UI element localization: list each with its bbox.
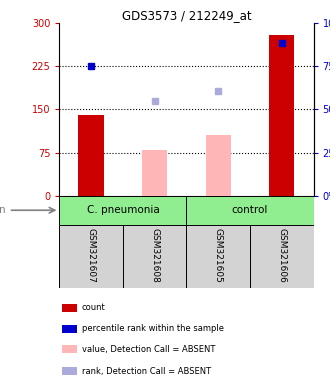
Bar: [269, 35, 294, 196]
Bar: [250, 225, 314, 288]
Bar: [62, 304, 77, 312]
Text: rank, Detection Call = ABSENT: rank, Detection Call = ABSENT: [82, 367, 211, 376]
Bar: [62, 345, 77, 353]
Text: GSM321607: GSM321607: [87, 228, 96, 283]
Title: GDS3573 / 212249_at: GDS3573 / 212249_at: [122, 9, 251, 22]
Bar: [59, 225, 123, 288]
Text: percentile rank within the sample: percentile rank within the sample: [82, 324, 224, 333]
Text: C. pneumonia: C. pneumonia: [86, 205, 159, 215]
Text: GSM321608: GSM321608: [150, 228, 159, 283]
Text: count: count: [82, 303, 106, 312]
Bar: [123, 225, 186, 288]
Text: infection: infection: [0, 205, 5, 215]
Bar: [59, 196, 186, 225]
Bar: [206, 136, 231, 196]
Bar: [186, 225, 250, 288]
Bar: [62, 325, 77, 333]
Bar: [79, 115, 104, 196]
Text: GSM321606: GSM321606: [277, 228, 286, 283]
Bar: [142, 150, 167, 196]
Text: GSM321605: GSM321605: [214, 228, 223, 283]
Text: value, Detection Call = ABSENT: value, Detection Call = ABSENT: [82, 345, 215, 354]
Bar: [62, 367, 77, 375]
Text: control: control: [232, 205, 268, 215]
Bar: [186, 196, 314, 225]
